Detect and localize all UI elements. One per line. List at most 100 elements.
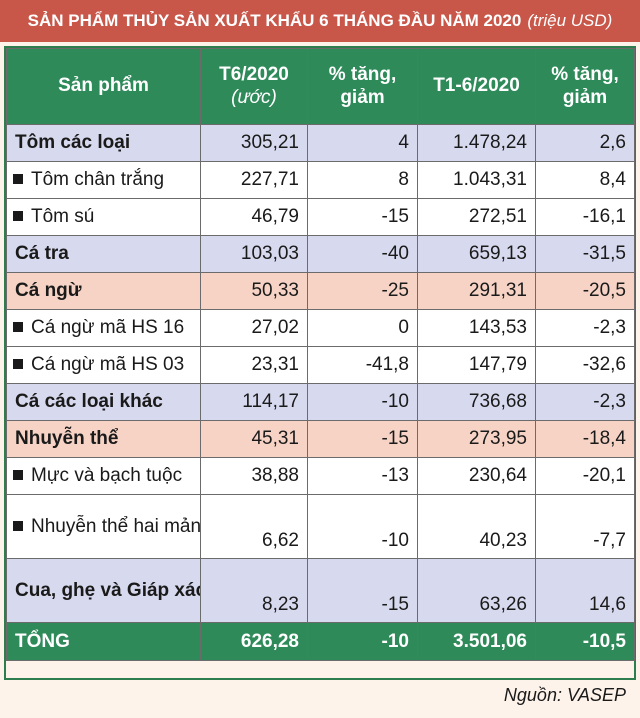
row-label: Cá các loại khác: [6, 383, 201, 421]
column-header-label: % tăng, giảm: [328, 63, 397, 108]
table-cell: -32,6: [535, 346, 635, 384]
table-row: Cá các loại khác 114,17 -10 736,68 -2,3: [6, 383, 635, 421]
table-row: Tôm chân trắng 227,71 8 1.043,31 8,4: [6, 161, 635, 199]
table-cell: 147,79: [417, 346, 536, 384]
table-row: Tôm sú 46,79 -15 272,51 -16,1: [6, 198, 635, 236]
square-bullet-icon: [13, 469, 23, 480]
table-cell: -2,3: [535, 309, 635, 347]
table-cell: -15: [307, 420, 418, 458]
row-label-text: Nhuyễn thể: [15, 428, 119, 449]
row-label-text: Tôm sú: [31, 206, 95, 227]
table-cell: -10: [307, 383, 418, 421]
table-cell: 23,31: [200, 346, 308, 384]
title-text: SẢN PHẨM THỦY SẢN XUẤT KHẨU 6 THÁNG ĐẦU …: [27, 11, 522, 30]
row-label-text: Cá ngừ mã HS 16: [31, 317, 185, 338]
row-label: Nhuyễn thể: [6, 420, 201, 458]
row-label: Mực và bạch tuộc: [6, 457, 201, 495]
row-label-text: Tôm chân trắng: [31, 169, 165, 190]
table-cell: 103,03: [200, 235, 308, 273]
table-cell: 227,71: [200, 161, 308, 199]
table-cell: -20,1: [535, 457, 635, 495]
table-row: Tôm các loại 305,21 4 1.478,24 2,6: [6, 124, 635, 162]
table-cell: 8,23: [200, 558, 308, 623]
table-cell: -20,5: [535, 272, 635, 310]
source-note: Nguồn: VASEP: [503, 685, 626, 705]
square-bullet-icon: [13, 358, 23, 369]
row-label-text: Cá ngừ: [15, 280, 82, 301]
row-label-text: Cá ngừ mã HS 03: [31, 354, 185, 375]
square-bullet-icon: [13, 520, 23, 531]
total-label: TỔNG: [6, 622, 201, 661]
table-cell: 143,53: [417, 309, 536, 347]
column-header-sub: (ước): [231, 86, 277, 108]
table-cell: 4: [307, 124, 418, 162]
total-cell: 626,28: [200, 622, 308, 661]
table-cell: 659,13: [417, 235, 536, 273]
row-label: Cá ngừ: [6, 272, 201, 310]
table-row: Mực và bạch tuộc 38,88 -13 230,64 -20,1: [6, 457, 635, 495]
row-label: Cá tra: [6, 235, 201, 273]
square-bullet-icon: [13, 321, 23, 332]
table-row: Nhuyễn thể 45,31 -15 273,95 -18,4: [6, 420, 635, 458]
table-cell: 272,51: [417, 198, 536, 236]
table-cell: -10: [307, 494, 418, 559]
row-label: Cá ngừ mã HS 03: [6, 346, 201, 384]
row-label: Tôm chân trắng: [6, 161, 201, 199]
table-cell: 14,6: [535, 558, 635, 623]
column-header-label: T6/2020: [219, 63, 289, 85]
header-row: Sản phẩm T6/2020 (ước) % tăng, giảm T1-6/202…: [6, 48, 635, 125]
row-label-text: Cá các loại khác: [15, 391, 163, 412]
table-cell: 736,68: [417, 383, 536, 421]
table-cell: 1.043,31: [417, 161, 536, 199]
table-cell: -40: [307, 235, 418, 273]
row-label: Tôm các loại: [6, 124, 201, 162]
table-cell: 230,64: [417, 457, 536, 495]
table-cell: -7,7: [535, 494, 635, 559]
table-cell: -15: [307, 558, 418, 623]
column-header-1: T6/2020 (ước): [200, 48, 308, 125]
row-label: Cá ngừ mã HS 16: [6, 309, 201, 347]
table-cell: 291,31: [417, 272, 536, 310]
table-row: Cá ngừ mã HS 03 23,31 -41,8 147,79 -32,6: [6, 346, 635, 384]
column-header-4: % tăng, giảm: [535, 48, 635, 125]
table-row: Cá ngừ mã HS 16 27,02 0 143,53 -2,3: [6, 309, 635, 347]
table-cell: 45,31: [200, 420, 308, 458]
table-cell: -2,3: [535, 383, 635, 421]
square-bullet-icon: [13, 210, 23, 221]
table-cell: 38,88: [200, 457, 308, 495]
table-cell: 305,21: [200, 124, 308, 162]
square-bullet-icon: [13, 173, 23, 184]
row-label: Nhuyễn thể hai mảnh vỏ: [6, 494, 201, 559]
column-header-3: T1-6/2020: [417, 48, 536, 125]
table-cell: 114,17: [200, 383, 308, 421]
column-header-label: T1-6/2020: [433, 75, 520, 97]
table-cell: 8,4: [535, 161, 635, 199]
table-row: Cá ngừ 50,33 -25 291,31 -20,5: [6, 272, 635, 310]
row-label-text: Tôm các loại: [15, 132, 131, 153]
row-label: Tôm sú: [6, 198, 201, 236]
table-cell: -16,1: [535, 198, 635, 236]
table-cell: -13: [307, 457, 418, 495]
table-cell: 0: [307, 309, 418, 347]
data-table-frame: Sản phẩm T6/2020 (ước) % tăng, giảm T1-6/202…: [4, 46, 636, 680]
table-cell: 50,33: [200, 272, 308, 310]
total-cell: 3.501,06: [417, 622, 536, 661]
table-cell: 1.478,24: [417, 124, 536, 162]
table-cell: 27,02: [200, 309, 308, 347]
table-cell: 8: [307, 161, 418, 199]
total-cell: -10,5: [535, 622, 635, 661]
table-title: SẢN PHẨM THỦY SẢN XUẤT KHẨU 6 THÁNG ĐẦU …: [0, 0, 640, 42]
column-header-2: % tăng, giảm: [307, 48, 418, 125]
column-header-label: % tăng, giảm: [551, 63, 619, 108]
total-row: TỔNG 626,28 -10 3.501,06 -10,5: [6, 622, 635, 661]
table-body: Tôm các loại 305,21 4 1.478,24 2,6 Tôm chân t…: [6, 124, 635, 661]
row-label: Cua, ghẹ và Giáp xác khác: [6, 558, 201, 623]
row-label-text: Nhuyễn thể hai mảnh vỏ: [31, 515, 201, 537]
table-cell: -41,8: [307, 346, 418, 384]
table-cell: -18,4: [535, 420, 635, 458]
column-header-0: Sản phẩm: [6, 48, 201, 125]
total-cell: -10: [307, 622, 418, 661]
data-table: Sản phẩm T6/2020 (ước) % tăng, giảm T1-6/202…: [6, 48, 635, 661]
row-label-text: Cua, ghẹ và Giáp xác khác: [15, 579, 200, 601]
